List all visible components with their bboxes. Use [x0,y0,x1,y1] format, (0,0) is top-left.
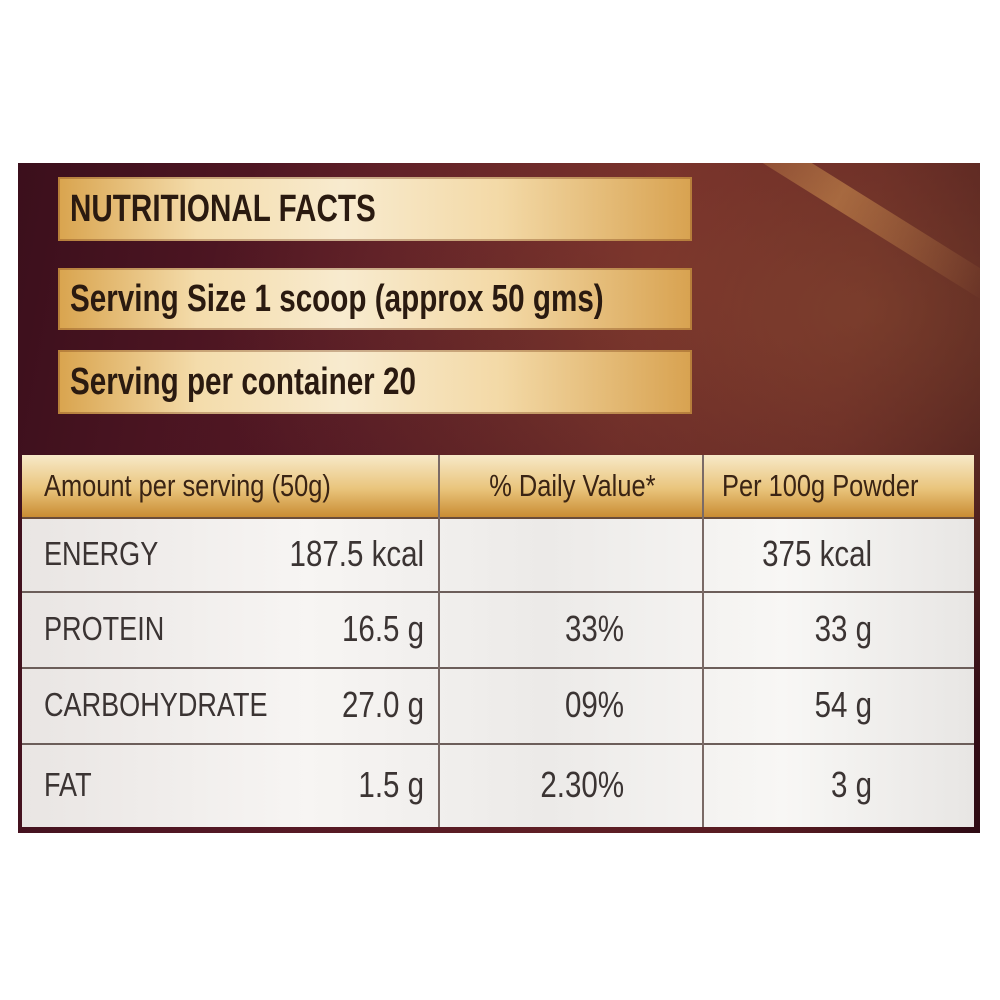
servings-per-container-text: Serving per container 20 [70,360,416,403]
per-100g-value: 3 g [830,764,872,805]
daily-value: 2.30% [540,764,624,805]
amount-per-serving: 16.5 g [341,608,424,649]
nutrition-table: Amount per serving (50g) % Daily Value* … [22,455,974,827]
table-row: FAT 1.5 g 2.30% 3 g [22,743,974,827]
per-100g-value: 375 kcal [762,533,872,574]
nutrition-facts-title: NUTRITIONAL FACTS [70,187,376,230]
column-divider [438,455,440,827]
amount-per-serving: 1.5 g [358,764,424,805]
daily-value: 33% [564,608,624,649]
header-amount-per-serving: Amount per serving (50g) [44,455,454,517]
table-row: ENERGY 187.5 kcal 375 kcal [22,517,974,593]
nutrition-label-photo: NUTRITIONAL FACTS Serving Size 1 scoop (… [18,163,980,833]
header-daily-value-label: % Daily Value* [488,468,656,503]
nutrient-name: CARBOHYDRATE [44,686,268,723]
title-banner: NUTRITIONAL FACTS [58,177,692,241]
decorative-gold-stripe [680,163,980,303]
nutrient-name: PROTEIN [44,610,165,647]
nutrient-name: FAT [44,766,92,803]
nutrient-name: ENERGY [44,535,159,572]
header-per-100g-label: Per 100g Powder [722,468,919,503]
per-100g-value: 54 g [814,684,872,725]
servings-per-container-banner: Serving per container 20 [58,350,692,414]
daily-value: 09% [564,684,624,725]
amount-per-serving: 27.0 g [341,684,424,725]
header-amount-label: Amount per serving (50g) [44,468,331,503]
amount-per-serving: 187.5 kcal [289,533,424,574]
serving-size-text: Serving Size 1 scoop (approx 50 gms) [70,277,604,320]
table-row: CARBOHYDRATE 27.0 g 09% 54 g [22,667,974,745]
table-header-row: Amount per serving (50g) % Daily Value* … [22,455,974,519]
daily-value [442,517,624,591]
per-100g-value: 33 g [814,608,872,649]
header-daily-value: % Daily Value* [442,455,702,517]
table-row: PROTEIN 16.5 g 33% 33 g [22,591,974,669]
column-divider [702,455,704,827]
header-per-100g: Per 100g Powder [722,455,974,517]
serving-size-banner: Serving Size 1 scoop (approx 50 gms) [58,268,692,330]
